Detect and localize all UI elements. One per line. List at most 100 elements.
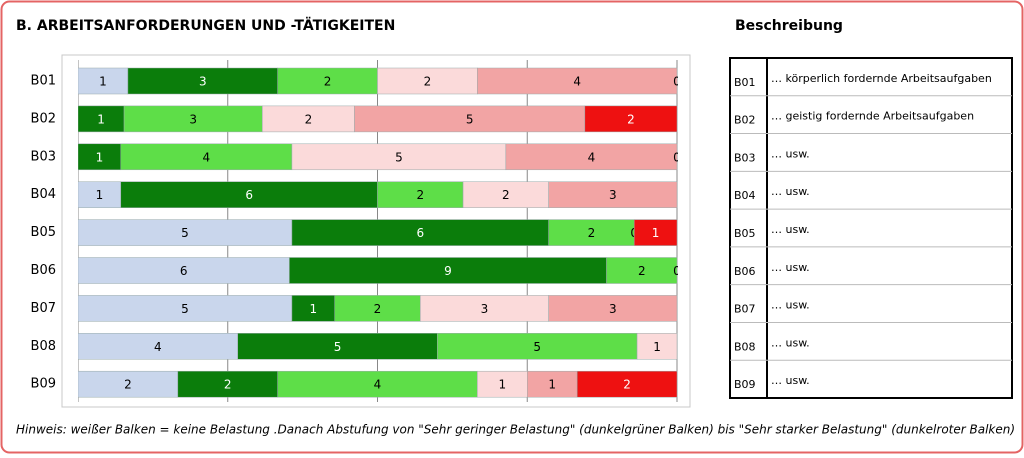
data-label: 1 — [96, 188, 104, 202]
data-label: 5 — [181, 226, 189, 240]
data-label: 1 — [653, 340, 661, 354]
bar-segment — [584, 105, 678, 133]
data-label: 2 — [416, 188, 424, 202]
data-label: 5 — [334, 340, 342, 354]
data-label: 3 — [481, 302, 489, 316]
data-label: 6 — [416, 226, 424, 240]
bar-segment — [548, 181, 678, 208]
description-text: … geistig fordernde Arbeitsaufgaben — [771, 110, 974, 123]
bar-segment — [120, 143, 293, 171]
data-label: 1 — [498, 378, 506, 392]
description-text: … usw. — [771, 185, 810, 198]
description-id: B09 — [734, 378, 756, 391]
bar-segment — [377, 67, 478, 95]
data-label: 2 — [374, 302, 382, 316]
description-text: … usw. — [771, 336, 810, 349]
description-text: … körperlich fordernde Arbeitsaufgaben — [771, 72, 992, 85]
bar-segment — [237, 333, 438, 360]
description-text: … usw. — [771, 299, 810, 312]
bar-segment — [78, 333, 238, 360]
bar-segment — [78, 67, 129, 95]
bar-segment — [477, 67, 678, 95]
data-label: 6 — [245, 188, 253, 202]
data-label: 3 — [189, 112, 197, 126]
data-label: 5 — [181, 302, 189, 316]
bar-segment — [78, 143, 122, 171]
description-id: B07 — [734, 303, 756, 316]
y-tick-label: B01 — [31, 74, 56, 89]
data-label: 1 — [652, 226, 660, 240]
data-label: 4 — [154, 340, 162, 354]
y-tick-label: B07 — [31, 301, 56, 316]
y-tick-label: B05 — [31, 225, 56, 240]
bar-segment — [527, 370, 578, 398]
data-label: 1 — [97, 112, 105, 126]
data-label: 1 — [548, 378, 556, 392]
description-id: B04 — [734, 189, 756, 202]
description-id: B03 — [734, 151, 756, 164]
bar-segment — [120, 181, 378, 208]
data-label: 3 — [609, 188, 617, 202]
y-tick-label: B06 — [31, 263, 56, 278]
data-label: 6 — [180, 264, 188, 278]
bar-segment — [291, 143, 507, 171]
data-label: 2 — [627, 112, 635, 126]
description-id: B01 — [734, 76, 756, 89]
chart-title: B. ARBEITSANFORDERUNGEN UND -TÄTIGKEITEN — [16, 17, 395, 34]
y-tick-label: B04 — [31, 187, 56, 202]
bar-segment — [477, 370, 528, 398]
bar-segment — [277, 370, 478, 398]
data-label: 4 — [374, 378, 382, 392]
y-tick-label: B03 — [31, 149, 56, 164]
description-box — [729, 57, 1013, 399]
data-label: 2 — [124, 378, 132, 392]
bar-segment — [420, 295, 549, 322]
data-label: 1 — [99, 75, 107, 89]
bar-segment — [123, 105, 263, 133]
description-id: B05 — [734, 227, 756, 240]
description-text: … usw. — [771, 374, 810, 387]
data-label: 0 — [673, 150, 681, 164]
data-label: 5 — [533, 340, 541, 354]
bar-segment — [78, 105, 125, 133]
bar-segment — [277, 67, 378, 95]
data-label: 2 — [305, 112, 313, 126]
data-label: 2 — [588, 226, 596, 240]
data-label: 2 — [224, 378, 232, 392]
bar-segment — [462, 181, 549, 208]
bar-segment — [127, 67, 278, 95]
data-label: 9 — [444, 264, 452, 278]
data-label: 5 — [466, 112, 474, 126]
data-label: 3 — [199, 75, 207, 89]
bar-segment — [289, 257, 607, 284]
bar-segment — [636, 333, 678, 360]
data-label: 3 — [609, 302, 617, 316]
description-id: B02 — [734, 114, 756, 127]
bar-segment — [354, 105, 586, 133]
data-label: 2 — [324, 75, 332, 89]
bar-segment — [291, 219, 549, 246]
bar-segment — [437, 333, 638, 360]
data-label: 2 — [502, 188, 510, 202]
bar-segment — [78, 219, 293, 246]
description-text: … usw. — [771, 261, 810, 274]
note: Hinweis: weißer Balken = keine Belastung… — [16, 423, 1015, 437]
data-label: 2 — [623, 378, 631, 392]
description-text: … usw. — [771, 223, 810, 236]
data-label: 5 — [395, 150, 403, 164]
y-tick-label: B02 — [31, 111, 56, 126]
y-tick-label: B08 — [31, 339, 56, 354]
description-id: B06 — [734, 265, 756, 278]
description-title: Beschreibung — [735, 18, 843, 34]
y-tick-label: B09 — [31, 377, 56, 392]
data-label: 2 — [424, 75, 432, 89]
description-text: … usw. — [771, 147, 810, 160]
data-label: 0 — [673, 75, 681, 89]
data-label: 4 — [573, 75, 581, 89]
data-label: 1 — [310, 302, 318, 316]
bar-segment — [505, 143, 678, 171]
bar-segment — [548, 219, 635, 246]
bar-segment — [334, 295, 421, 322]
bar-segment — [633, 219, 678, 246]
